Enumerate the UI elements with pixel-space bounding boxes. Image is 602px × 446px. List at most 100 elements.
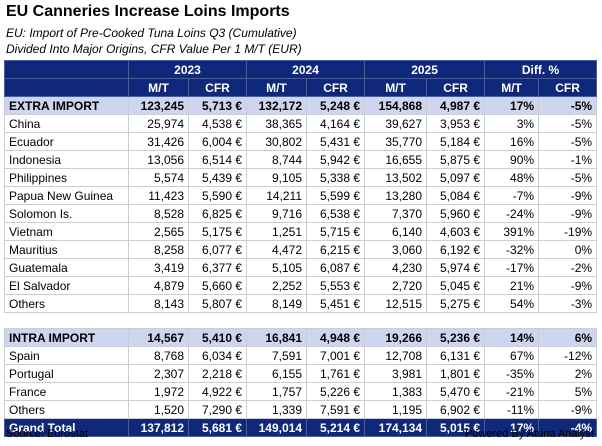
- table-cell: -19%: [538, 222, 598, 241]
- table-cell: 2,218 €: [187, 364, 248, 383]
- table-cell: -7%: [484, 186, 540, 205]
- table-cell: -2%: [538, 258, 598, 277]
- table-cell: -9%: [538, 204, 598, 223]
- table-cell: 5,431 €: [306, 132, 366, 151]
- table-cell: 2,565: [128, 222, 189, 241]
- table-cell: 5,236 €: [426, 328, 486, 347]
- table-cell: 5,226 €: [306, 382, 366, 401]
- header-sub: M/T: [364, 78, 428, 97]
- header-row-sub: M/T CFR M/T CFR M/T CFR M/T CFR: [4, 78, 598, 97]
- row-label: Mauritius: [4, 240, 129, 259]
- row-label: Indonesia: [4, 150, 129, 169]
- imports-table: 2023 2024 2025 Diff. % M/T CFR M/T CFR M…: [4, 60, 598, 437]
- table-cell: 6,140: [364, 222, 428, 241]
- table-row: Solomon Is. 8,528 6,825 €9,716 6,538 €7,370…: [4, 204, 598, 223]
- table-cell: 1,251: [246, 222, 308, 241]
- table-cell: 8,143: [128, 294, 189, 313]
- table-cell: 2,307: [128, 364, 189, 383]
- row-label: Others: [4, 400, 129, 419]
- table-cell: 19,266: [364, 328, 428, 347]
- table-cell: 137,812: [128, 418, 189, 437]
- table-cell: 4,948 €: [306, 328, 366, 347]
- header-year-2023: 2023: [127, 60, 248, 79]
- table-cell: 3,419: [128, 258, 189, 277]
- table-cell: 174,134: [364, 418, 428, 437]
- table-cell: 0%: [538, 240, 598, 259]
- table-cell: 38,365: [246, 114, 308, 133]
- table-cell: 1,801 €: [426, 364, 486, 383]
- row-label: Grand Total: [4, 418, 129, 437]
- table-row: Ecuador 31,426 6,004 €30,802 5,431 €35,770 5…: [4, 132, 598, 151]
- table-cell: -32%: [484, 240, 540, 259]
- table-cell: 5,410 €: [187, 328, 248, 347]
- table-cell: 4,472: [246, 240, 308, 259]
- page-title: EU Canneries Increase Loins Imports: [6, 3, 290, 20]
- header-diff: Diff. %: [484, 60, 598, 79]
- table-cell: 35,770: [364, 132, 428, 151]
- table-cell: 5,715 €: [306, 222, 366, 241]
- table-cell: -11%: [484, 400, 540, 419]
- table-cell: 5,175 €: [187, 222, 248, 241]
- table-cell: 4,603 €: [426, 222, 486, 241]
- row-label: Solomon Is.: [4, 204, 129, 223]
- table-cell: 8,744: [246, 150, 308, 169]
- table-cell: 6,087 €: [306, 258, 366, 277]
- imports-table-container: 2023 2024 2025 Diff. % M/T CFR M/T CFR M…: [4, 60, 598, 437]
- source-note: Source: Eurostat: [6, 428, 88, 440]
- table-cell: 48%: [484, 168, 540, 187]
- table-cell: 13,056: [128, 150, 189, 169]
- table-cell: 67%: [484, 346, 540, 365]
- table-cell: 6,825 €: [187, 204, 248, 223]
- table-cell: 8,258: [128, 240, 189, 259]
- table-cell: 1,195: [364, 400, 428, 419]
- table-cell: -5%: [538, 96, 598, 115]
- table-row: El Salvador 4,879 5,660 €2,252 5,553 €2,720…: [4, 276, 598, 295]
- table-cell: 3,060: [364, 240, 428, 259]
- table-cell: 5,960 €: [426, 204, 486, 223]
- header-year-2025: 2025: [364, 60, 486, 79]
- row-label: El Salvador: [4, 276, 129, 295]
- table-cell: 1,520: [128, 400, 189, 419]
- table-cell: 25,974: [128, 114, 189, 133]
- header-sub: M/T: [246, 78, 308, 97]
- table-cell: 5,590 €: [187, 186, 248, 205]
- table-cell: 2%: [538, 364, 598, 383]
- header-sub: CFR: [306, 78, 366, 97]
- table-body: 2023 2024 2025 Diff. % M/T CFR M/T CFR M…: [4, 60, 598, 437]
- table-cell: 6,538 €: [306, 204, 366, 223]
- header-year-2024: 2024: [246, 60, 366, 79]
- table-row: Others 1,520 7,290 €1,339 7,591 €1,195 6,902…: [4, 400, 598, 419]
- table-cell: 3,953 €: [426, 114, 486, 133]
- table-cell: 31,426: [128, 132, 189, 151]
- row-label: France: [4, 382, 129, 401]
- table-cell: 7,001 €: [306, 346, 366, 365]
- row-label: Papua New Guinea: [4, 186, 129, 205]
- table-cell: 8,528: [128, 204, 189, 223]
- table-cell: -5%: [538, 168, 598, 187]
- table-cell: 3%: [484, 114, 540, 133]
- powered-by-note: Powered By Atuna Analyst: [464, 428, 594, 440]
- row-label: Vietnam: [4, 222, 129, 241]
- table-cell: -5%: [538, 132, 598, 151]
- table-cell: -9%: [538, 186, 598, 205]
- table-cell: -3%: [538, 294, 598, 313]
- table-cell: 5,097 €: [426, 168, 486, 187]
- table-row: Portugal 2,307 2,218 €6,155 1,761 €3,981 1,8…: [4, 364, 598, 383]
- table-cell: -17%: [484, 258, 540, 277]
- table-cell: 30,802: [246, 132, 308, 151]
- table-cell: 5,660 €: [187, 276, 248, 295]
- table-cell: 17%: [484, 418, 540, 437]
- table-cell: 16,841: [246, 328, 308, 347]
- header-corner: [4, 60, 129, 79]
- table-cell: 12,708: [364, 346, 428, 365]
- intra-import-row: INTRA IMPORT 14,567 5,410 €16,841 4,948 €19…: [4, 328, 598, 347]
- row-label: Guatemala: [4, 258, 129, 277]
- table-cell: 391%: [484, 222, 540, 241]
- table-cell: 13,502: [364, 168, 428, 187]
- header-sub: CFR: [187, 78, 248, 97]
- table-cell: 4,987 €: [426, 96, 486, 115]
- table-row: China 25,974 4,538 €38,365 4,164 €39,627 3,9…: [4, 114, 598, 133]
- extra-import-row: EXTRA IMPORT 123,245 5,713 €132,172 5,248 €…: [4, 96, 598, 115]
- table-cell: 14,211: [246, 186, 308, 205]
- table-cell: 5,184 €: [426, 132, 486, 151]
